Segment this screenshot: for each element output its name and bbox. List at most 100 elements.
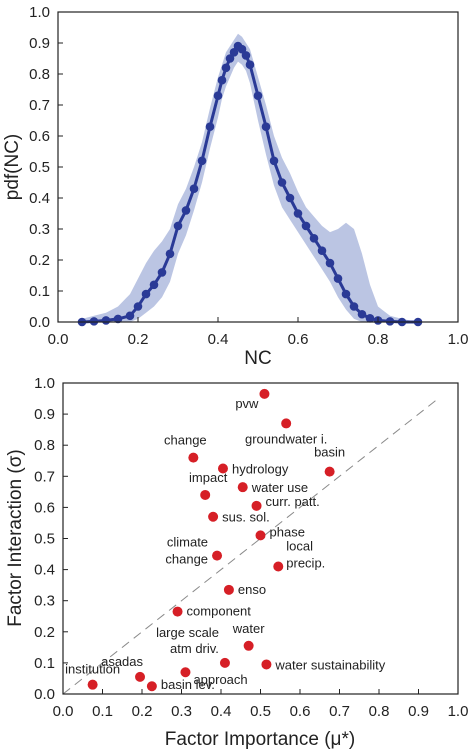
factor-point-label: impact (189, 470, 228, 485)
factor-point-label: change (164, 433, 207, 448)
pdf-point (157, 268, 167, 277)
pdf-point (229, 48, 239, 57)
pdf-point (89, 317, 99, 326)
factor-point-label: atm driv. (170, 641, 219, 656)
pdf-y-tick-label: 0.0 (29, 314, 50, 331)
pdf-y-axis-label: pdf(NC) (2, 134, 23, 201)
pdf-point (325, 258, 335, 268)
pdf-point (149, 280, 159, 290)
scatter-y-tick-label: 0.0 (34, 686, 55, 703)
pdf-point (141, 289, 151, 299)
factor-point (273, 561, 284, 572)
factor-point-label: sus. sol. (222, 510, 270, 525)
pdf-point (385, 317, 395, 326)
pdf-x-tick-label: 0.4 (208, 331, 229, 348)
pdf-plot-frame (57, 11, 459, 323)
factor-point-label: change (165, 552, 208, 567)
pdf-point (113, 314, 123, 324)
pdf-y-tick-label: 0.3 (29, 221, 50, 238)
reference-diagonal-line (62, 398, 439, 695)
factor-point (324, 466, 335, 477)
scatter-x-tick-label: 0.5 (250, 703, 271, 720)
factor-point (212, 550, 223, 561)
pdf-point (217, 75, 227, 85)
pdf-y-tick-label: 1.0 (29, 4, 50, 21)
pdf-point (189, 184, 199, 193)
scatter-y-tick-label: 0.9 (34, 406, 55, 423)
pdf-y-tick-label: 0.2 (29, 252, 50, 269)
pdf-y-tick-label: 0.7 (29, 97, 50, 114)
pdf-point (181, 206, 191, 215)
factor-point (200, 489, 211, 500)
factor-point-label: enso (238, 582, 266, 597)
pdf-point (317, 246, 327, 255)
pdf-point (333, 274, 343, 283)
factor-point (219, 657, 230, 668)
pdf-point (357, 309, 367, 319)
pdf-point (101, 316, 111, 325)
scatter-y-tick-label: 0.8 (34, 437, 55, 454)
pdf-axis-ticks: 0.0 0.2 0.4 0.6 0.8 1.0 0.0 0.1 0.2 0.3 0.4 0.5 0.6 0… (29, 4, 468, 348)
pdf-x-axis-label: NC (244, 348, 271, 369)
pdf-x-tick-label: 0.0 (48, 331, 69, 348)
scatter-x-tick-label: 0.0 (53, 703, 74, 720)
pdf-point (133, 302, 143, 311)
pdf-chart: 0.0 0.2 0.4 0.6 0.8 1.0 0.0 0.1 0.2 0.3 0.4 0.5 0.6 0… (2, 4, 468, 369)
pdf-point (309, 234, 319, 243)
scatter-y-axis-label: Factor Interaction (σ) (5, 449, 26, 627)
pdf-point (173, 221, 183, 231)
scatter-y-tick-label: 0.2 (34, 624, 55, 641)
factor-point-label: approach (193, 672, 247, 687)
pdf-y-tick-label: 0.1 (29, 283, 50, 300)
factor-point (208, 511, 219, 522)
factor-point (135, 671, 146, 682)
factor-point-label: precip. (286, 555, 325, 570)
pdf-series-points (77, 41, 423, 327)
factor-point-label: water (232, 621, 265, 636)
scatter-y-tick-label: 0.5 (34, 531, 55, 548)
factor-point (180, 667, 191, 678)
factor-point (188, 452, 199, 463)
factor-point-label: water use (251, 480, 308, 495)
pdf-point (165, 249, 175, 259)
pdf-point (349, 302, 359, 311)
factor-point-label: curr. patt. (266, 494, 320, 509)
pdf-point (341, 289, 351, 299)
pdf-point (293, 209, 303, 218)
pdf-point (221, 63, 231, 73)
pdf-point (301, 221, 311, 231)
scatter-x-tick-label: 0.3 (171, 703, 192, 720)
factor-point-label: phase (270, 524, 305, 539)
scatter-x-tick-label: 1.0 (448, 703, 469, 720)
scatter-x-tick-label: 0.7 (329, 703, 350, 720)
factor-point (251, 500, 262, 511)
factor-scatter-chart: pvw groundwater i. change basin hydrology imp… (5, 375, 468, 750)
factor-point-label: large scale (156, 625, 219, 640)
factor-point-labels: pvw groundwater i. change basin hydrology imp… (65, 396, 386, 692)
pdf-x-tick-label: 0.6 (288, 331, 309, 348)
pdf-point (125, 311, 135, 321)
pdf-point (225, 54, 235, 63)
pdf-uncertainty-band (82, 33, 418, 322)
pdf-point (237, 44, 247, 54)
factor-point (172, 606, 183, 617)
scatter-x-tick-label: 0.1 (92, 703, 113, 720)
factor-points (87, 388, 335, 692)
scatter-y-tick-label: 0.1 (34, 655, 55, 672)
scatter-y-tick-label: 1.0 (34, 375, 55, 392)
pdf-x-tick-label: 0.8 (368, 331, 389, 348)
factor-point-label: asadas (101, 654, 143, 669)
factor-point (223, 584, 234, 595)
scatter-x-tick-label: 0.8 (369, 703, 390, 720)
scatter-y-tick-label: 0.6 (34, 499, 55, 516)
pdf-y-tick-label: 0.5 (29, 159, 50, 176)
factor-point-label: component (187, 604, 252, 619)
factor-point (259, 388, 270, 399)
factor-point (255, 530, 266, 541)
pdf-point (241, 51, 251, 60)
pdf-y-tick-label: 0.9 (29, 35, 50, 52)
pdf-point (245, 60, 255, 69)
factor-point-label: climate (167, 535, 208, 550)
scatter-x-axis-label: Factor Importance (μ*) (165, 729, 355, 750)
pdf-point (261, 122, 271, 131)
